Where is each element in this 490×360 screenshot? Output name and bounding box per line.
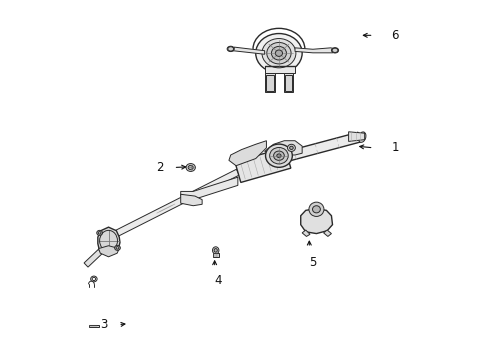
Polygon shape: [84, 249, 102, 267]
Text: 6: 6: [392, 29, 399, 42]
Text: 2: 2: [156, 161, 163, 174]
Ellipse shape: [271, 46, 287, 60]
Polygon shape: [235, 148, 291, 183]
Ellipse shape: [288, 144, 295, 152]
Ellipse shape: [91, 276, 97, 282]
Text: 1: 1: [392, 141, 399, 154]
Bar: [285, 75, 292, 91]
Polygon shape: [232, 47, 265, 54]
Polygon shape: [323, 230, 331, 237]
Polygon shape: [98, 246, 119, 257]
Ellipse shape: [227, 46, 234, 51]
Ellipse shape: [256, 33, 302, 73]
Polygon shape: [213, 253, 219, 257]
Polygon shape: [266, 73, 275, 93]
Text: 5: 5: [309, 256, 317, 269]
Polygon shape: [348, 132, 365, 141]
Polygon shape: [302, 230, 310, 237]
Ellipse shape: [277, 154, 281, 157]
Ellipse shape: [275, 50, 283, 57]
Polygon shape: [89, 325, 98, 327]
Ellipse shape: [270, 148, 288, 164]
Polygon shape: [108, 169, 239, 240]
Ellipse shape: [213, 247, 219, 254]
Polygon shape: [265, 66, 295, 73]
Ellipse shape: [97, 230, 102, 235]
Ellipse shape: [186, 163, 196, 171]
Ellipse shape: [262, 39, 296, 68]
Polygon shape: [265, 141, 302, 155]
Ellipse shape: [115, 246, 121, 250]
Text: 3: 3: [100, 318, 108, 331]
Polygon shape: [295, 48, 334, 53]
Ellipse shape: [266, 144, 293, 167]
Ellipse shape: [313, 206, 320, 213]
Ellipse shape: [214, 249, 218, 252]
Ellipse shape: [267, 42, 291, 64]
Polygon shape: [284, 73, 293, 93]
Ellipse shape: [331, 48, 339, 53]
Bar: [267, 75, 273, 91]
Ellipse shape: [290, 146, 293, 149]
Ellipse shape: [309, 202, 324, 216]
Text: 4: 4: [215, 274, 222, 287]
Polygon shape: [251, 132, 361, 171]
Ellipse shape: [273, 151, 284, 160]
Polygon shape: [301, 208, 333, 234]
Polygon shape: [229, 141, 267, 166]
Polygon shape: [181, 177, 238, 200]
Polygon shape: [181, 194, 202, 206]
Polygon shape: [98, 227, 120, 254]
Ellipse shape: [358, 132, 366, 142]
Ellipse shape: [188, 165, 193, 170]
